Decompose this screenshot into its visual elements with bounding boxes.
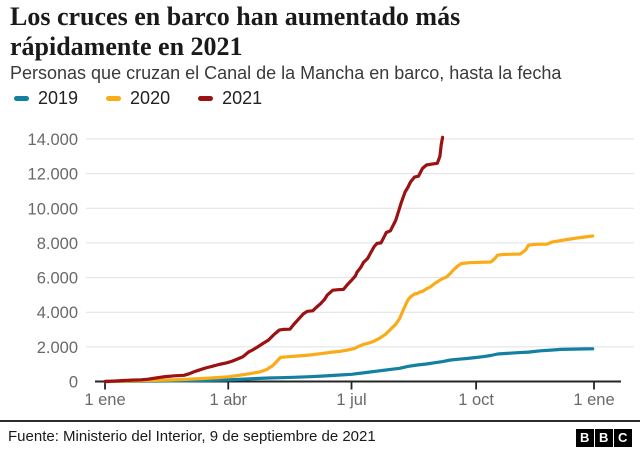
x-axis-label: 1 jul <box>336 391 366 409</box>
y-axis-label: 14.000 <box>28 131 78 149</box>
bbc-logo-letter: B <box>576 429 594 447</box>
y-axis-label: 8.000 <box>37 235 78 253</box>
legend-item-2021: 2021 <box>198 88 262 109</box>
legend-swatch-2019 <box>14 96 29 101</box>
y-axis-label: 6.000 <box>37 270 78 288</box>
x-axis-label: 1 oct <box>458 391 494 409</box>
chart-title: Los cruces en barco han aumentado más rá… <box>10 2 461 61</box>
legend-label: 2021 <box>222 88 263 108</box>
legend: 2019 2020 2021 <box>14 88 262 109</box>
legend-swatch-2021 <box>198 96 214 101</box>
legend-label: 2020 <box>130 88 171 108</box>
series-line-2020 <box>103 234 595 384</box>
x-axis-label: 1 ene <box>84 391 125 409</box>
legend-label: 2019 <box>38 88 79 108</box>
legend-swatch-2020 <box>106 96 122 101</box>
y-axis-label: 2.000 <box>37 339 78 357</box>
source-text: Fuente: Ministerio del Interior, 9 de se… <box>8 428 376 445</box>
y-axis-label: 10.000 <box>28 200 78 218</box>
y-axis-label: 0 <box>69 374 78 392</box>
x-axis-label: 1 ene <box>573 391 614 409</box>
y-axis-label: 4.000 <box>37 304 78 322</box>
bbc-logo: B B C <box>576 429 632 447</box>
x-axis-label: 1 abr <box>209 391 247 409</box>
series-line-2021 <box>103 135 445 384</box>
series-line-2019 <box>103 347 595 384</box>
chart-subtitle: Personas que cruzan el Canal de la Manch… <box>10 63 562 83</box>
legend-item-2019: 2019 <box>14 88 78 109</box>
footer-divider <box>0 420 640 422</box>
bbc-logo-letter: B <box>595 429 613 447</box>
legend-item-2020: 2020 <box>106 88 170 109</box>
bbc-logo-letter: C <box>614 429 632 447</box>
y-axis-label: 12.000 <box>28 166 78 184</box>
